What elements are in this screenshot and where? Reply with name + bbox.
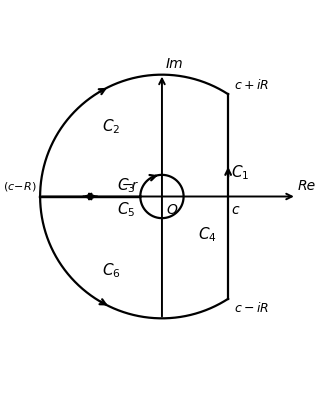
Text: $c-iR$: $c-iR$: [234, 301, 269, 315]
Text: $C_4$: $C_4$: [198, 226, 217, 244]
Text: $(c\!-\!R)$: $(c\!-\!R)$: [3, 180, 36, 193]
Text: $C_6$: $C_6$: [102, 262, 121, 281]
Text: $C_5$: $C_5$: [117, 200, 135, 219]
Text: Re: Re: [298, 179, 316, 193]
Text: $C_3$: $C_3$: [116, 176, 135, 195]
Text: $C_2$: $C_2$: [102, 118, 121, 136]
Text: $O$: $O$: [166, 202, 178, 217]
Text: $c+iR$: $c+iR$: [234, 78, 269, 92]
Text: $c$: $c$: [231, 202, 240, 217]
Text: $C_1$: $C_1$: [231, 163, 249, 182]
Text: $-r$: $-r$: [121, 179, 139, 192]
Text: Im: Im: [166, 57, 183, 72]
